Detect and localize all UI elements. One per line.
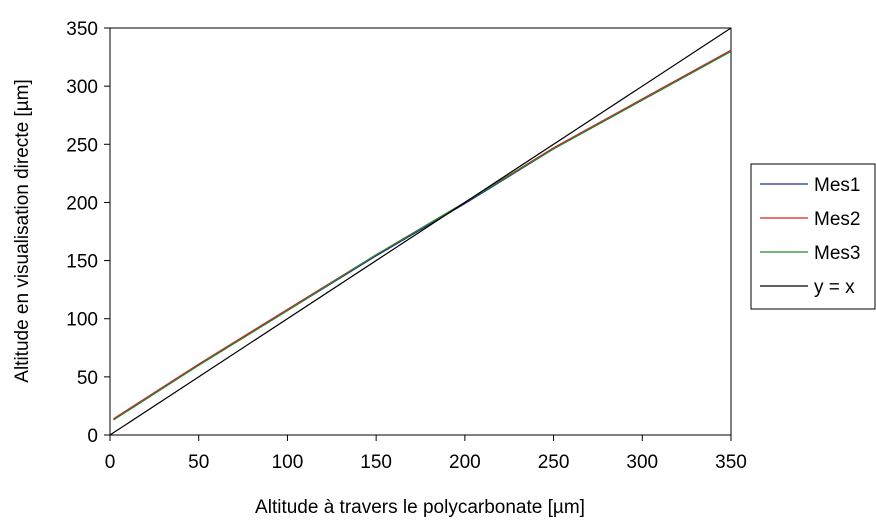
legend: Mes1 Mes2 Mes3 y = x — [750, 163, 876, 310]
x-tick-label: 0 — [105, 452, 116, 473]
series-layer — [109, 27, 732, 436]
x-axis-ticks: 0 50 100 150 200 250 300 350 — [105, 435, 747, 473]
x-tick-label: 250 — [538, 452, 570, 473]
series-line-y-x — [109, 27, 732, 436]
y-tick-label: 50 — [77, 368, 98, 389]
series-line-mes3 — [113, 50, 732, 421]
x-tick-label: 150 — [360, 452, 392, 473]
y-tick-label: 350 — [66, 19, 98, 40]
x-tick-label: 50 — [188, 452, 209, 473]
x-axis-title: Altitude à travers le polycarbonate [µm] — [255, 497, 585, 518]
y-tick-label: 150 — [66, 252, 98, 273]
y-tick-label: 300 — [66, 77, 98, 98]
y-tick-label: 0 — [87, 426, 98, 447]
legend-label: Mes2 — [814, 209, 860, 230]
y-axis-ticks: 0 50 100 150 200 250 300 350 — [66, 19, 110, 447]
legend-box — [750, 163, 876, 310]
y-tick-label: 200 — [66, 193, 98, 214]
x-tick-label: 350 — [715, 452, 747, 473]
y-axis-title: Altitude en visualisation directe [µm] — [12, 79, 33, 382]
legend-label: Mes3 — [814, 243, 860, 264]
y-tick-label: 250 — [66, 135, 98, 156]
legend-label: Mes1 — [814, 175, 860, 196]
x-tick-label: 100 — [272, 452, 304, 473]
y-tick-label: 100 — [66, 310, 98, 331]
x-tick-label: 300 — [626, 452, 658, 473]
legend-label: y = x — [814, 277, 855, 298]
x-tick-label: 200 — [449, 452, 481, 473]
